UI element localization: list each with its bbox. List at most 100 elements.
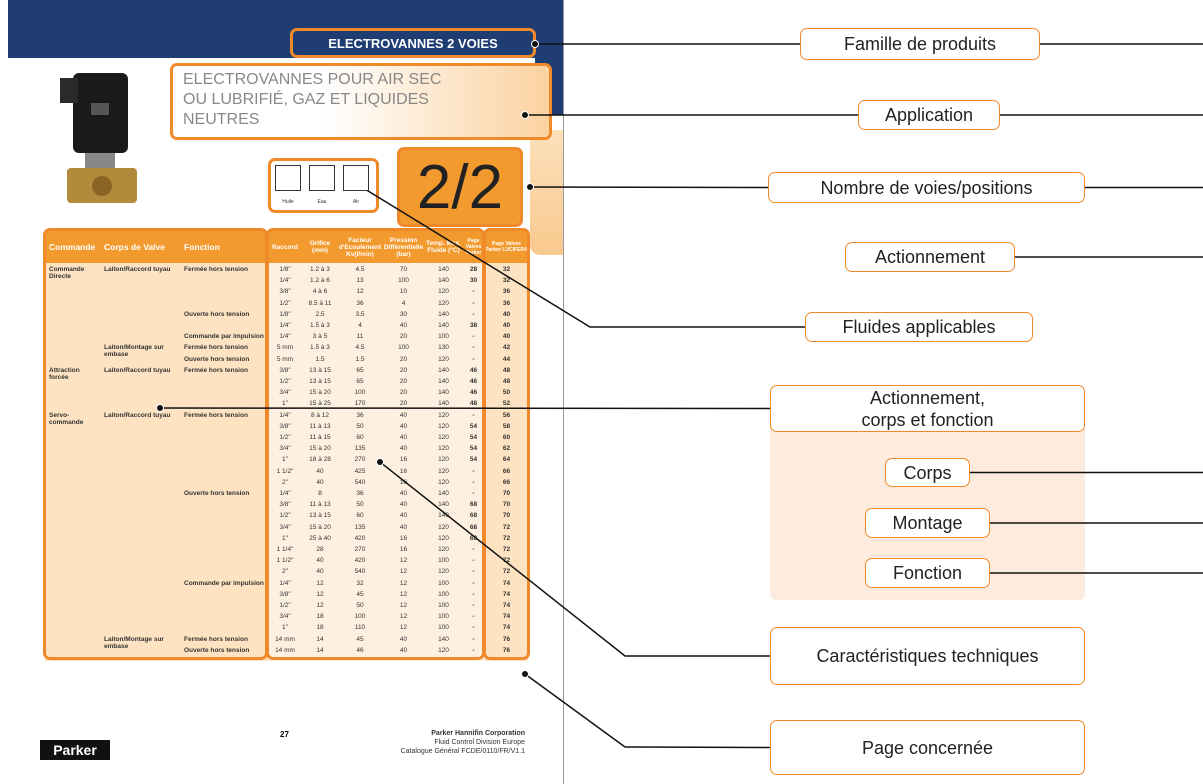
table-cell: 2.5 [315,310,325,318]
table-cell: 20 [399,400,408,408]
application-line: NEUTRES [183,111,260,128]
table-cell: 1" [282,534,288,542]
table-cell: 15 à 20 [309,523,331,531]
table-cell: 14 mm [275,646,295,654]
table-cell: 1 1/2" [276,467,294,475]
table-cell: 120 [438,434,449,441]
table-cell: 54 [469,445,478,453]
table-cell: 1/2" [279,299,291,307]
table-cell: 425 [354,467,366,475]
table-cell: 60 [502,434,511,441]
table-cell: 11 à 13 [309,501,331,509]
table-cell: 1/4" [279,277,291,285]
table-cell: 3/8" [279,288,291,296]
table-cell: 54 [469,422,478,430]
table-cell: 74 [502,613,511,621]
column-header: Page Valves Parker [462,231,485,263]
application-line: OU LUBRIFIÉ, GAZ ET LIQUIDES [183,91,429,108]
callout: Montage [865,508,990,538]
table-cell: 1.5 à 3 [310,322,330,329]
callout: Famille de produits [800,28,1040,60]
table-cell: 140 [438,635,449,643]
table-cell: 540 [354,478,366,486]
table-cell: 120 [438,523,449,531]
table-cell: Fermée hors tension [184,266,248,273]
table-cell: 72 [502,523,511,531]
callout: Actionnement, corps et fonction [770,385,1085,432]
table-cell: - [472,624,475,632]
table-cell: Laiton/Montage sur embase [104,635,164,650]
table-cell: 40 [399,411,408,419]
leader-dot [531,40,539,48]
table-cell: - [472,288,475,296]
column-header: Fonction [180,231,268,263]
table-cell: 1/8" [279,266,291,273]
table-cell: 74 [502,590,511,598]
table-cell: 20 [399,333,408,341]
table-cell: 72 [502,546,511,553]
table-cell: 140 [438,501,449,509]
table-cell: 1/4" [279,490,291,497]
table-cell: 15 à 20 [309,389,331,397]
table-cell: 1/2" [279,434,291,441]
table-cell: 100 [438,602,449,609]
table-cell: - [472,333,475,341]
table-cell: 8 à 12 [310,411,330,419]
table-cell: 1/4" [279,322,291,329]
table-cell: 68 [469,534,478,542]
table-cell: 68 [469,512,478,520]
table-cell: 100 [398,277,409,285]
fluid-label: Eau [317,199,327,205]
table-cell: 74 [502,624,511,632]
table-cell: 3.5 [355,310,365,318]
table-cell: 48 [502,378,511,385]
table-cell: 36 [356,490,364,497]
table-cell: 56 [502,411,511,419]
table-cell: 3/8" [279,501,291,509]
leader-line [159,407,771,410]
table-cell: 140 [438,512,449,520]
table-cell: 1.2 à 3 [310,266,330,273]
callout: Page concernée [770,720,1085,775]
table-cell: 76 [502,635,511,643]
table-cell: 120 [438,299,449,307]
table-cell: 40 [502,322,511,329]
leader-line [354,182,805,328]
table-cell: - [472,310,475,318]
right-bg [485,263,528,661]
table-cell: 20 [399,389,408,397]
table-cell: 12 [399,557,408,565]
table-cell: - [472,579,475,587]
table-cell: 30 [469,277,478,285]
table-cell: 13 à 15 [309,378,331,385]
callout-text: Actionnement, [869,387,986,408]
leader-dot [526,183,534,191]
leader-dot [376,458,384,466]
product-photo [60,73,137,203]
table-cell: 15 à 25 [309,400,331,408]
table-cell: - [472,355,475,363]
table-cell: 12 [316,602,324,609]
table-cell: 12 [399,613,408,621]
table-cell: 32 [356,579,364,587]
table-cell: 1/8" [279,310,291,318]
table-cell: - [472,490,475,497]
table-cell: 8 [318,490,322,497]
table-cell: 65 [356,378,364,385]
positions-box: 2/2 [397,147,523,227]
table-cell: 40 [399,422,408,430]
callout: Application [858,100,1000,130]
table-cell: Laiton/Raccord tuyau [104,411,171,419]
table-cell: - [472,602,475,609]
table-cell: 18 [316,613,324,621]
table-cell: 14 mm [275,635,295,643]
table-cell: 12 [399,602,408,609]
callout-text: corps et fonction [861,409,994,430]
table-cell: 140 [438,366,449,374]
table-cell: 12 [316,579,324,587]
table-cell: - [472,635,475,643]
table-cell: Ouverte hors tension [184,646,250,654]
family-label: ELECTROVANNES 2 VOIES [290,28,536,58]
